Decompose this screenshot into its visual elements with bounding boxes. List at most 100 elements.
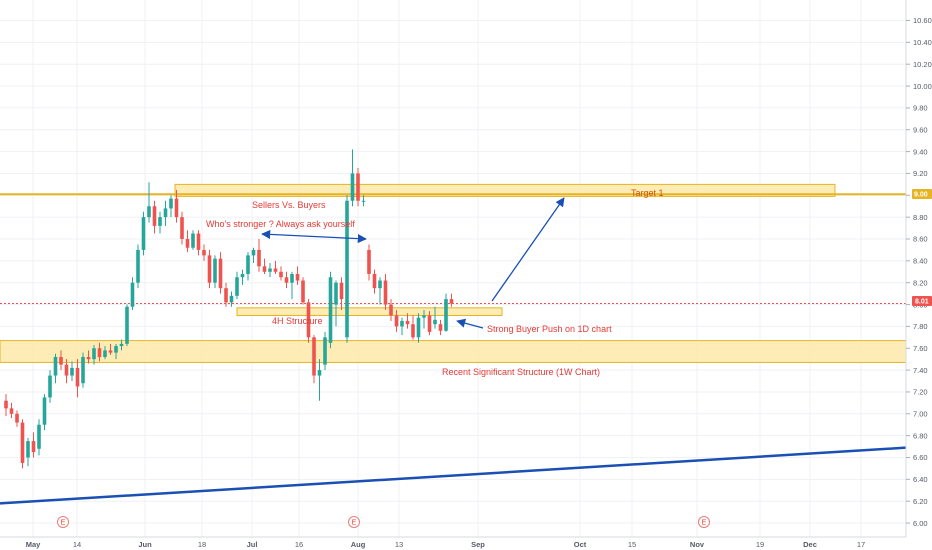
candle-body [15, 413, 19, 423]
target-arrow [491, 197, 565, 302]
y-tick-label: 9.20 [913, 169, 928, 178]
candle-body [262, 266, 267, 272]
candle [257, 239, 261, 272]
candle [53, 353, 58, 384]
x-tick-label: 13 [395, 540, 403, 549]
candle [125, 304, 129, 347]
candle-body [317, 370, 322, 376]
candle-body [20, 422, 25, 463]
candle-body [70, 367, 74, 376]
x-tick-label: 15 [628, 540, 636, 549]
candle-body [301, 280, 305, 303]
candle [268, 263, 272, 278]
candle-body [251, 249, 256, 256]
candle [416, 313, 421, 343]
y-tick-label: 8.20 [913, 278, 928, 287]
candle [42, 394, 47, 431]
candle [378, 277, 382, 305]
zones [0, 183, 907, 363]
candle-body [389, 304, 393, 316]
candle-body [9, 408, 14, 414]
y-tick-label: 7.60 [913, 344, 928, 353]
candle [119, 339, 124, 351]
zone-4h-structure [236, 307, 503, 316]
candle-body [433, 319, 437, 325]
candle [339, 277, 344, 311]
candle [284, 271, 289, 289]
y-tick-label: 8.60 [913, 235, 928, 244]
candle [15, 410, 19, 427]
candle-body [367, 249, 371, 274]
candle-body [136, 249, 140, 283]
candle-body [97, 348, 102, 357]
candle [75, 359, 80, 398]
candle-body [180, 217, 184, 239]
candle-body [328, 277, 333, 343]
candle [147, 182, 151, 223]
range-arrow [261, 229, 367, 244]
candle-body [191, 233, 195, 248]
candle [64, 359, 69, 384]
candle-body [290, 273, 294, 283]
candle [213, 255, 217, 289]
y-tick-label: 7.40 [913, 366, 928, 375]
candle [422, 310, 426, 329]
candle [103, 346, 107, 360]
annotations: Sellers Vs. Buyers Who's stronger ? Alwa… [206, 188, 664, 377]
candle [301, 277, 305, 305]
candle [169, 195, 173, 218]
candle-body [152, 206, 157, 226]
candle [31, 432, 36, 458]
candle-body [125, 306, 129, 344]
candle [218, 252, 223, 294]
candle [427, 311, 432, 336]
candle [191, 230, 195, 250]
candle-body [81, 356, 85, 384]
candle [328, 271, 333, 349]
x-tick-label: Jun [138, 540, 152, 549]
candle-body [383, 280, 388, 305]
candle [20, 419, 25, 469]
candle [273, 260, 278, 274]
candles [4, 149, 454, 469]
candle [295, 266, 300, 285]
zone-weekly-structure [0, 340, 907, 363]
badge-resistance: 9.00 [912, 189, 932, 199]
candle-body [86, 356, 91, 360]
y-tick-label: 9.40 [913, 147, 928, 156]
annotation-target-1: Target 1 [631, 188, 664, 198]
candle-body [59, 356, 63, 365]
badge-last-price-text: 8.01 [915, 299, 929, 306]
annotation-sellers-buyers: Sellers Vs. Buyers [252, 200, 326, 210]
candle [317, 359, 322, 401]
candle [400, 317, 404, 336]
candle-body [130, 282, 135, 307]
y-tick-label: 6.80 [913, 431, 928, 440]
candle [345, 195, 349, 343]
candle [9, 402, 14, 419]
earnings-event-circle [57, 516, 69, 528]
y-tick-label: 10.00 [913, 82, 932, 91]
earnings-event-icon: E [348, 516, 360, 528]
y-tick-label: 10.40 [913, 38, 932, 47]
y-tick-label: 6.60 [913, 453, 928, 462]
candle-body [306, 302, 311, 338]
candle [202, 244, 206, 261]
y-axis-ticks: 10.60 10.40 10.20 10.00 9.80 9.60 9.40 9.20 9.00… [906, 16, 932, 528]
candle-body [312, 337, 316, 376]
candle [405, 313, 410, 329]
candle [262, 258, 267, 274]
candle [367, 244, 371, 281]
candle [411, 315, 415, 340]
candle-body [202, 249, 206, 256]
candle-body [345, 200, 349, 338]
candle-body [394, 315, 399, 327]
candle-body [37, 424, 41, 449]
y-tick-label: 7.20 [913, 388, 928, 397]
candle-body [339, 282, 344, 300]
candle [312, 335, 316, 384]
candle-body [42, 397, 47, 425]
candle [97, 342, 102, 362]
earnings-event-circle [698, 516, 710, 528]
